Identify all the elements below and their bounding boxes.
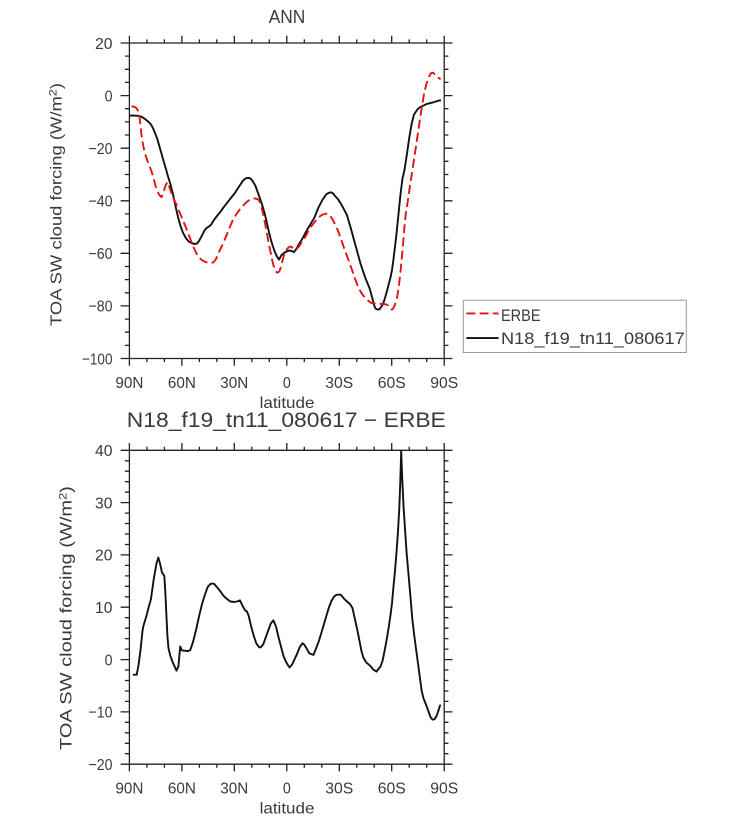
svg-text:TOA SW cloud forcing (W/m2): TOA SW cloud forcing (W/m2) <box>48 83 66 326</box>
svg-text:TOA SW cloud forcing (W/m2): TOA SW cloud forcing (W/m2) <box>57 486 76 750</box>
svg-text:10: 10 <box>95 600 113 617</box>
svg-text:−80: −80 <box>89 299 113 316</box>
svg-text:90S: 90S <box>430 375 458 392</box>
svg-text:N18_f19_tn11_080617 − ERBE: N18_f19_tn11_080617 − ERBE <box>127 409 446 432</box>
svg-text:−20: −20 <box>89 757 113 774</box>
svg-text:60S: 60S <box>378 781 406 798</box>
svg-text:−100: −100 <box>82 351 113 368</box>
svg-text:30N: 30N <box>220 375 248 392</box>
svg-text:−60: −60 <box>89 246 113 263</box>
svg-text:−10: −10 <box>89 705 113 722</box>
svg-text:60S: 60S <box>378 375 406 392</box>
svg-text:30S: 30S <box>325 375 353 392</box>
svg-text:20: 20 <box>95 36 113 53</box>
svg-text:N18_f19_tn11_080617: N18_f19_tn11_080617 <box>501 330 685 348</box>
svg-text:0: 0 <box>105 652 113 669</box>
svg-text:90N: 90N <box>115 375 143 392</box>
svg-text:latitude: latitude <box>260 801 315 818</box>
svg-text:30: 30 <box>95 495 113 512</box>
svg-text:ANN: ANN <box>269 6 306 27</box>
svg-text:−20: −20 <box>89 141 113 158</box>
svg-text:ERBE: ERBE <box>501 307 541 325</box>
svg-text:60N: 60N <box>168 375 196 392</box>
svg-text:30S: 30S <box>325 781 353 798</box>
svg-text:latitude: latitude <box>260 395 315 412</box>
svg-text:0: 0 <box>283 781 291 798</box>
svg-text:20: 20 <box>95 548 113 565</box>
svg-text:0: 0 <box>283 375 291 392</box>
svg-text:−40: −40 <box>89 194 113 211</box>
svg-text:90S: 90S <box>430 781 458 798</box>
svg-text:30N: 30N <box>220 781 248 798</box>
svg-text:60N: 60N <box>168 781 196 798</box>
svg-text:90N: 90N <box>115 781 143 798</box>
svg-text:40: 40 <box>95 443 113 460</box>
svg-text:0: 0 <box>105 88 113 105</box>
